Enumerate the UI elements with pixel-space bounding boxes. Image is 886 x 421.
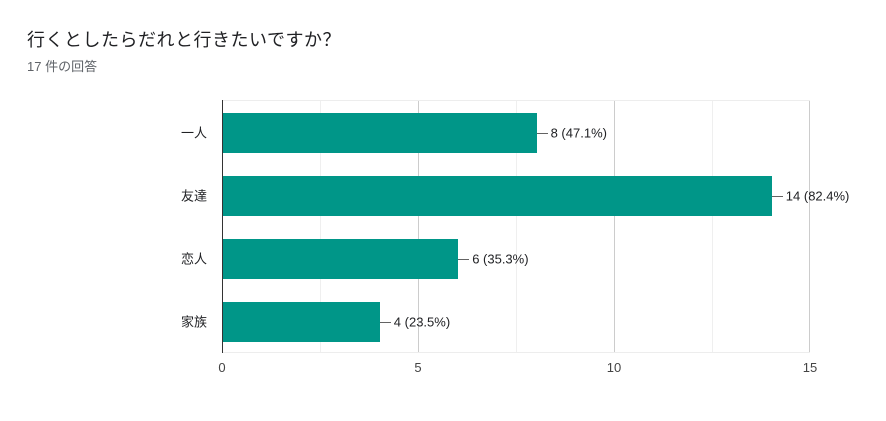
- minor-gridline: [712, 101, 713, 352]
- x-tick-label-10: 10: [606, 360, 622, 375]
- bar-value-label: 8 (47.1%): [550, 125, 607, 141]
- category-axis: 一人 友達 恋人 家族: [0, 100, 207, 353]
- bar-家族[interactable]: [223, 302, 380, 343]
- bar-value-label: 6 (35.3%): [472, 251, 529, 267]
- bar-友達[interactable]: [223, 175, 772, 216]
- plot-area: 8 (47.1%) 14 (82.4%) 6 (35.3%) 4 (23.5%): [222, 100, 849, 354]
- minor-gridline: [516, 101, 517, 352]
- bar-row: 14 (82.4%): [222, 164, 849, 227]
- response-count: 17 件の回答: [27, 59, 98, 74]
- bar-value-label: 14 (82.4%): [785, 188, 850, 204]
- category-label-一人: 一人: [180, 125, 207, 141]
- major-gridline: [614, 101, 615, 352]
- bar-row: 4 (23.5%): [222, 291, 810, 354]
- annotation-stem: [379, 322, 391, 324]
- bar-value-label: 4 (23.5%): [393, 314, 451, 330]
- minor-gridline: [320, 101, 321, 352]
- major-gridline: [809, 101, 810, 352]
- category-label-恋人: 恋人: [180, 251, 207, 267]
- bar-row: 6 (35.3%): [222, 228, 810, 291]
- question-title: 行くとしたらだれと行きたいですか？: [27, 30, 341, 50]
- annotation-stem: [458, 259, 470, 261]
- bar-一人[interactable]: [223, 112, 537, 153]
- major-gridline: [418, 101, 419, 352]
- x-tick-label-5: 5: [414, 360, 422, 375]
- annotation-stem: [536, 132, 548, 134]
- bar-row: 8 (47.1%): [222, 101, 810, 164]
- x-tick-label-15: 15: [802, 360, 818, 375]
- x-axis-baseline: [222, 100, 223, 353]
- annotation-stem: [771, 195, 783, 197]
- bar-恋人[interactable]: [223, 239, 459, 280]
- category-label-友達: 友達: [180, 188, 207, 204]
- x-tick-label-0: 0: [218, 360, 226, 375]
- category-label-家族: 家族: [180, 314, 207, 330]
